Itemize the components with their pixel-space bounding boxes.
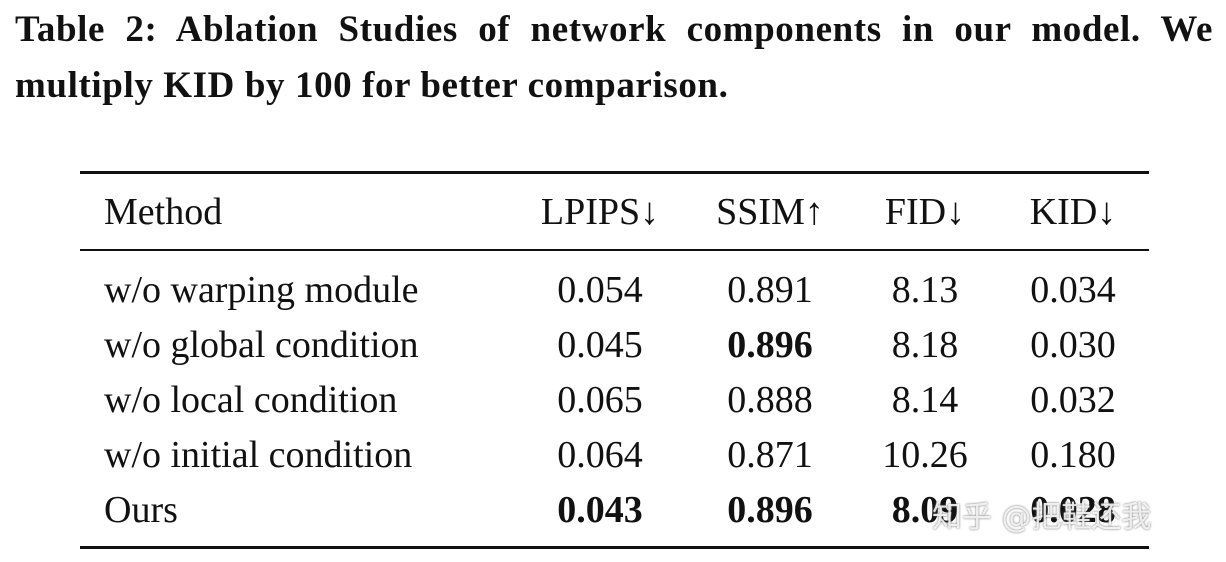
table-cell: w/o global condition [104, 324, 419, 366]
table-cell: 0.032 [1030, 379, 1116, 421]
table-cell: 8.09 [891, 489, 959, 531]
table-cell: 0.065 [557, 379, 643, 421]
table-cell: 0.054 [557, 269, 643, 311]
top-rule [80, 171, 1149, 174]
table-cell: FID↓ [884, 191, 966, 233]
table-cell: 0.043 [557, 489, 643, 531]
bottom-rule [80, 546, 1149, 549]
table-cell: w/o warping module [104, 269, 419, 311]
table-cell: 0.045 [557, 324, 643, 366]
table-cell: 0.034 [1030, 269, 1116, 311]
table-cell: 8.18 [891, 324, 959, 366]
table-cell: 8.13 [891, 269, 959, 311]
table-cell: 10.26 [882, 434, 968, 476]
table-cell: w/o initial condition [104, 434, 413, 476]
table-cell: Method [104, 191, 223, 233]
table-cell: 0.028 [1030, 489, 1116, 531]
table-cell: 0.888 [727, 379, 813, 421]
table-cell: KID↓ [1029, 191, 1117, 233]
table-cell: SSIM↑ [716, 191, 824, 233]
table-cell: 0.064 [557, 434, 643, 476]
mid-rule [80, 249, 1149, 251]
table-cell: 0.180 [1030, 434, 1116, 476]
table-cell: 0.891 [727, 269, 813, 311]
table-cell: w/o local condition [104, 379, 398, 421]
table-cell: Ours [104, 489, 178, 531]
watermark: 知乎 @把鞋还我 [932, 500, 1152, 535]
table-cell: 8.14 [891, 379, 959, 421]
table-cell: LPIPS↓ [540, 191, 660, 233]
table-cell: 0.030 [1030, 324, 1116, 366]
table-cell: 0.896 [727, 489, 813, 531]
table-cell: 0.871 [727, 434, 813, 476]
caption: Table 2: Ablation Studies of network com… [15, 9, 1213, 106]
table-cell: 0.896 [727, 324, 813, 366]
